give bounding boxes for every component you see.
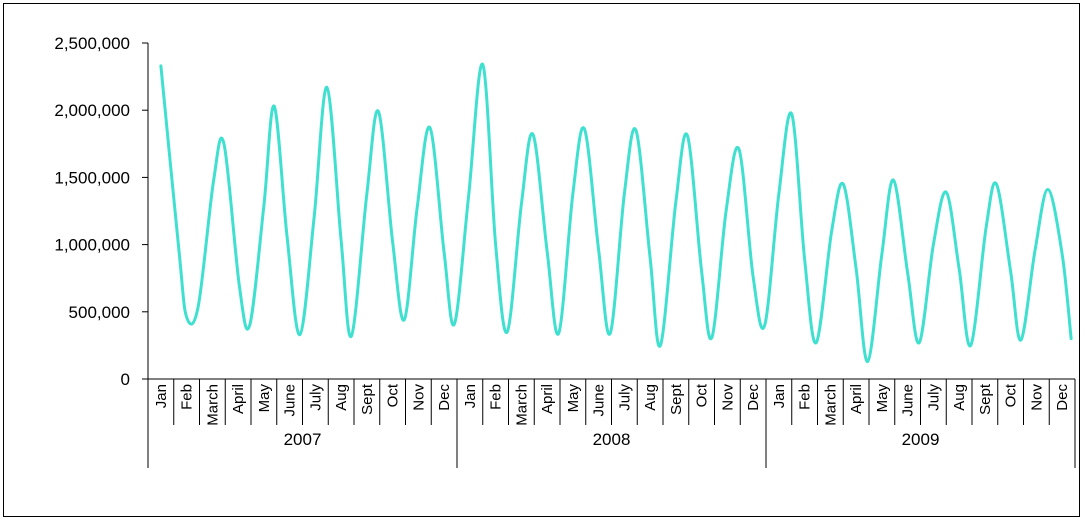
x-tick-label: Sept: [977, 383, 994, 415]
x-tick-label: May: [565, 384, 582, 413]
series-line-0: [159, 62, 1073, 364]
x-tick-label: Aug: [642, 384, 659, 411]
x-tick-label: Oct: [694, 383, 711, 407]
labels: 0 500,000 1,000,000 1,500,000 2,000,000 2,500…: [54, 34, 1071, 449]
x-tick-label: April: [230, 384, 247, 414]
x-tick-label: Sept: [359, 383, 376, 415]
x-tick-label: Nov: [1028, 384, 1045, 411]
x-tick-label: May: [256, 384, 273, 413]
x-tick-label: June: [900, 384, 917, 417]
chart-frame: [3, 3, 1080, 517]
x-tick-label: Jan: [462, 384, 479, 408]
x-tick-label: Aug: [333, 384, 350, 411]
year-label: 2007: [284, 430, 322, 449]
year-label: 2009: [902, 430, 940, 449]
x-tick-label: Dec: [745, 384, 762, 411]
x-tick-label: Dec: [1054, 384, 1071, 411]
year-label: 2008: [593, 430, 631, 449]
x-tick-label: Jan: [771, 384, 788, 408]
axes: [142, 42, 1076, 468]
x-tick-label: Jan: [153, 384, 170, 408]
x-tick-label: May: [874, 384, 891, 413]
x-tick-label: July: [307, 384, 324, 411]
x-tick-label: Dec: [436, 384, 453, 411]
x-tick-label: March: [513, 384, 530, 426]
x-tick-label: Nov: [719, 384, 736, 411]
x-tick-label: Nov: [410, 384, 427, 411]
x-tick-label: Oct: [385, 383, 402, 407]
x-tick-label: Feb: [179, 384, 196, 410]
x-tick-label: Oct: [1003, 383, 1020, 407]
x-tick-label: April: [848, 384, 865, 414]
x-tick-label: April: [539, 384, 556, 414]
y-tick-label: 0: [121, 370, 130, 389]
x-tick-label: March: [822, 384, 839, 426]
x-tick-label: Feb: [797, 384, 814, 410]
y-tick-label: 2,500,000: [54, 34, 130, 53]
x-tick-label: July: [616, 384, 633, 411]
x-tick-label: June: [282, 384, 299, 417]
x-tick-label: March: [204, 384, 221, 426]
y-tick-label: 1,000,000: [54, 236, 130, 255]
series-layer: [159, 62, 1073, 364]
x-tick-label: Feb: [488, 384, 505, 410]
x-tick-label: Aug: [951, 384, 968, 411]
x-tick-label: July: [925, 384, 942, 411]
y-tick-label: 2,000,000: [54, 101, 130, 120]
y-tick-label: 1,500,000: [54, 168, 130, 187]
x-tick-label: Sept: [668, 383, 685, 415]
x-tick-label: June: [591, 384, 608, 417]
y-tick-label: 500,000: [69, 303, 130, 322]
